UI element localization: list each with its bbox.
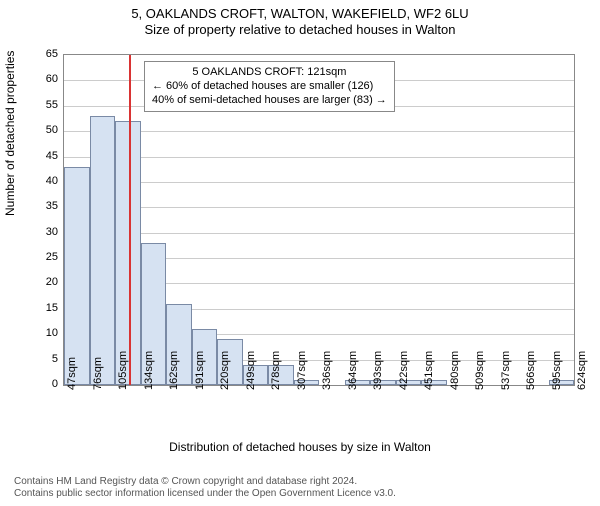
footer-attribution: Contains HM Land Registry data © Crown c… — [14, 476, 396, 500]
y-tick-label: 65 — [46, 48, 58, 60]
x-tick-label: 595sqm — [551, 351, 563, 390]
histogram-bar — [90, 116, 116, 385]
annotation-box: 5 OAKLANDS CROFT: 121sqm ← 60% of detach… — [144, 61, 395, 112]
x-axis-label: Distribution of detached houses by size … — [0, 440, 600, 454]
y-tick-label: 55 — [46, 99, 58, 111]
chart-plot-area: 5 OAKLANDS CROFT: 121sqm ← 60% of detach… — [63, 54, 575, 386]
gridline — [64, 131, 574, 132]
x-tick-label: 47sqm — [66, 357, 78, 390]
footer-line1: Contains HM Land Registry data © Crown c… — [14, 476, 396, 488]
histogram-bar — [64, 167, 90, 385]
y-tick-label: 20 — [46, 276, 58, 288]
reference-marker-line — [129, 55, 131, 385]
x-tick-label: 162sqm — [168, 351, 180, 390]
x-tick-label: 393sqm — [372, 351, 384, 390]
y-tick-label: 60 — [46, 73, 58, 85]
annotation-line1: 5 OAKLANDS CROFT: 121sqm — [152, 66, 387, 80]
y-tick-label: 40 — [46, 175, 58, 187]
gridline — [64, 233, 574, 234]
x-tick-label: 278sqm — [270, 351, 282, 390]
gridline — [64, 207, 574, 208]
gridline — [64, 157, 574, 158]
y-tick-label: 30 — [46, 226, 58, 238]
x-tick-label: 191sqm — [194, 351, 206, 390]
y-axis-label: Number of detached properties — [3, 51, 17, 216]
y-tick-label: 0 — [52, 378, 58, 390]
x-tick-label: 480sqm — [449, 351, 461, 390]
histogram-bar — [115, 121, 141, 385]
gridline — [64, 182, 574, 183]
y-tick-label: 50 — [46, 124, 58, 136]
x-tick-label: 364sqm — [347, 351, 359, 390]
x-tick-label: 624sqm — [576, 351, 588, 390]
x-tick-label: 220sqm — [219, 351, 231, 390]
x-tick-label: 509sqm — [474, 351, 486, 390]
y-tick-label: 25 — [46, 251, 58, 263]
y-tick-label: 5 — [52, 353, 58, 365]
x-tick-label: 249sqm — [245, 351, 257, 390]
x-tick-label: 336sqm — [321, 351, 333, 390]
y-tick-label: 10 — [46, 327, 58, 339]
annotation-line2: ← 60% of detached houses are smaller (12… — [152, 80, 387, 94]
annotation-line3: 40% of semi-detached houses are larger (… — [152, 94, 387, 108]
x-tick-label: 566sqm — [525, 351, 537, 390]
x-tick-label: 105sqm — [117, 351, 129, 390]
x-tick-label: 537sqm — [500, 351, 512, 390]
y-tick-label: 15 — [46, 302, 58, 314]
footer-line2: Contains public sector information licen… — [14, 488, 396, 500]
x-tick-label: 134sqm — [143, 351, 155, 390]
chart-title-main: 5, OAKLANDS CROFT, WALTON, WAKEFIELD, WF… — [0, 6, 600, 21]
x-tick-label: 76sqm — [92, 357, 104, 390]
x-tick-label: 451sqm — [423, 351, 435, 390]
y-tick-label: 35 — [46, 200, 58, 212]
x-tick-label: 422sqm — [398, 351, 410, 390]
y-tick-label: 45 — [46, 150, 58, 162]
chart-title-sub: Size of property relative to detached ho… — [0, 22, 600, 37]
x-tick-label: 307sqm — [296, 351, 308, 390]
